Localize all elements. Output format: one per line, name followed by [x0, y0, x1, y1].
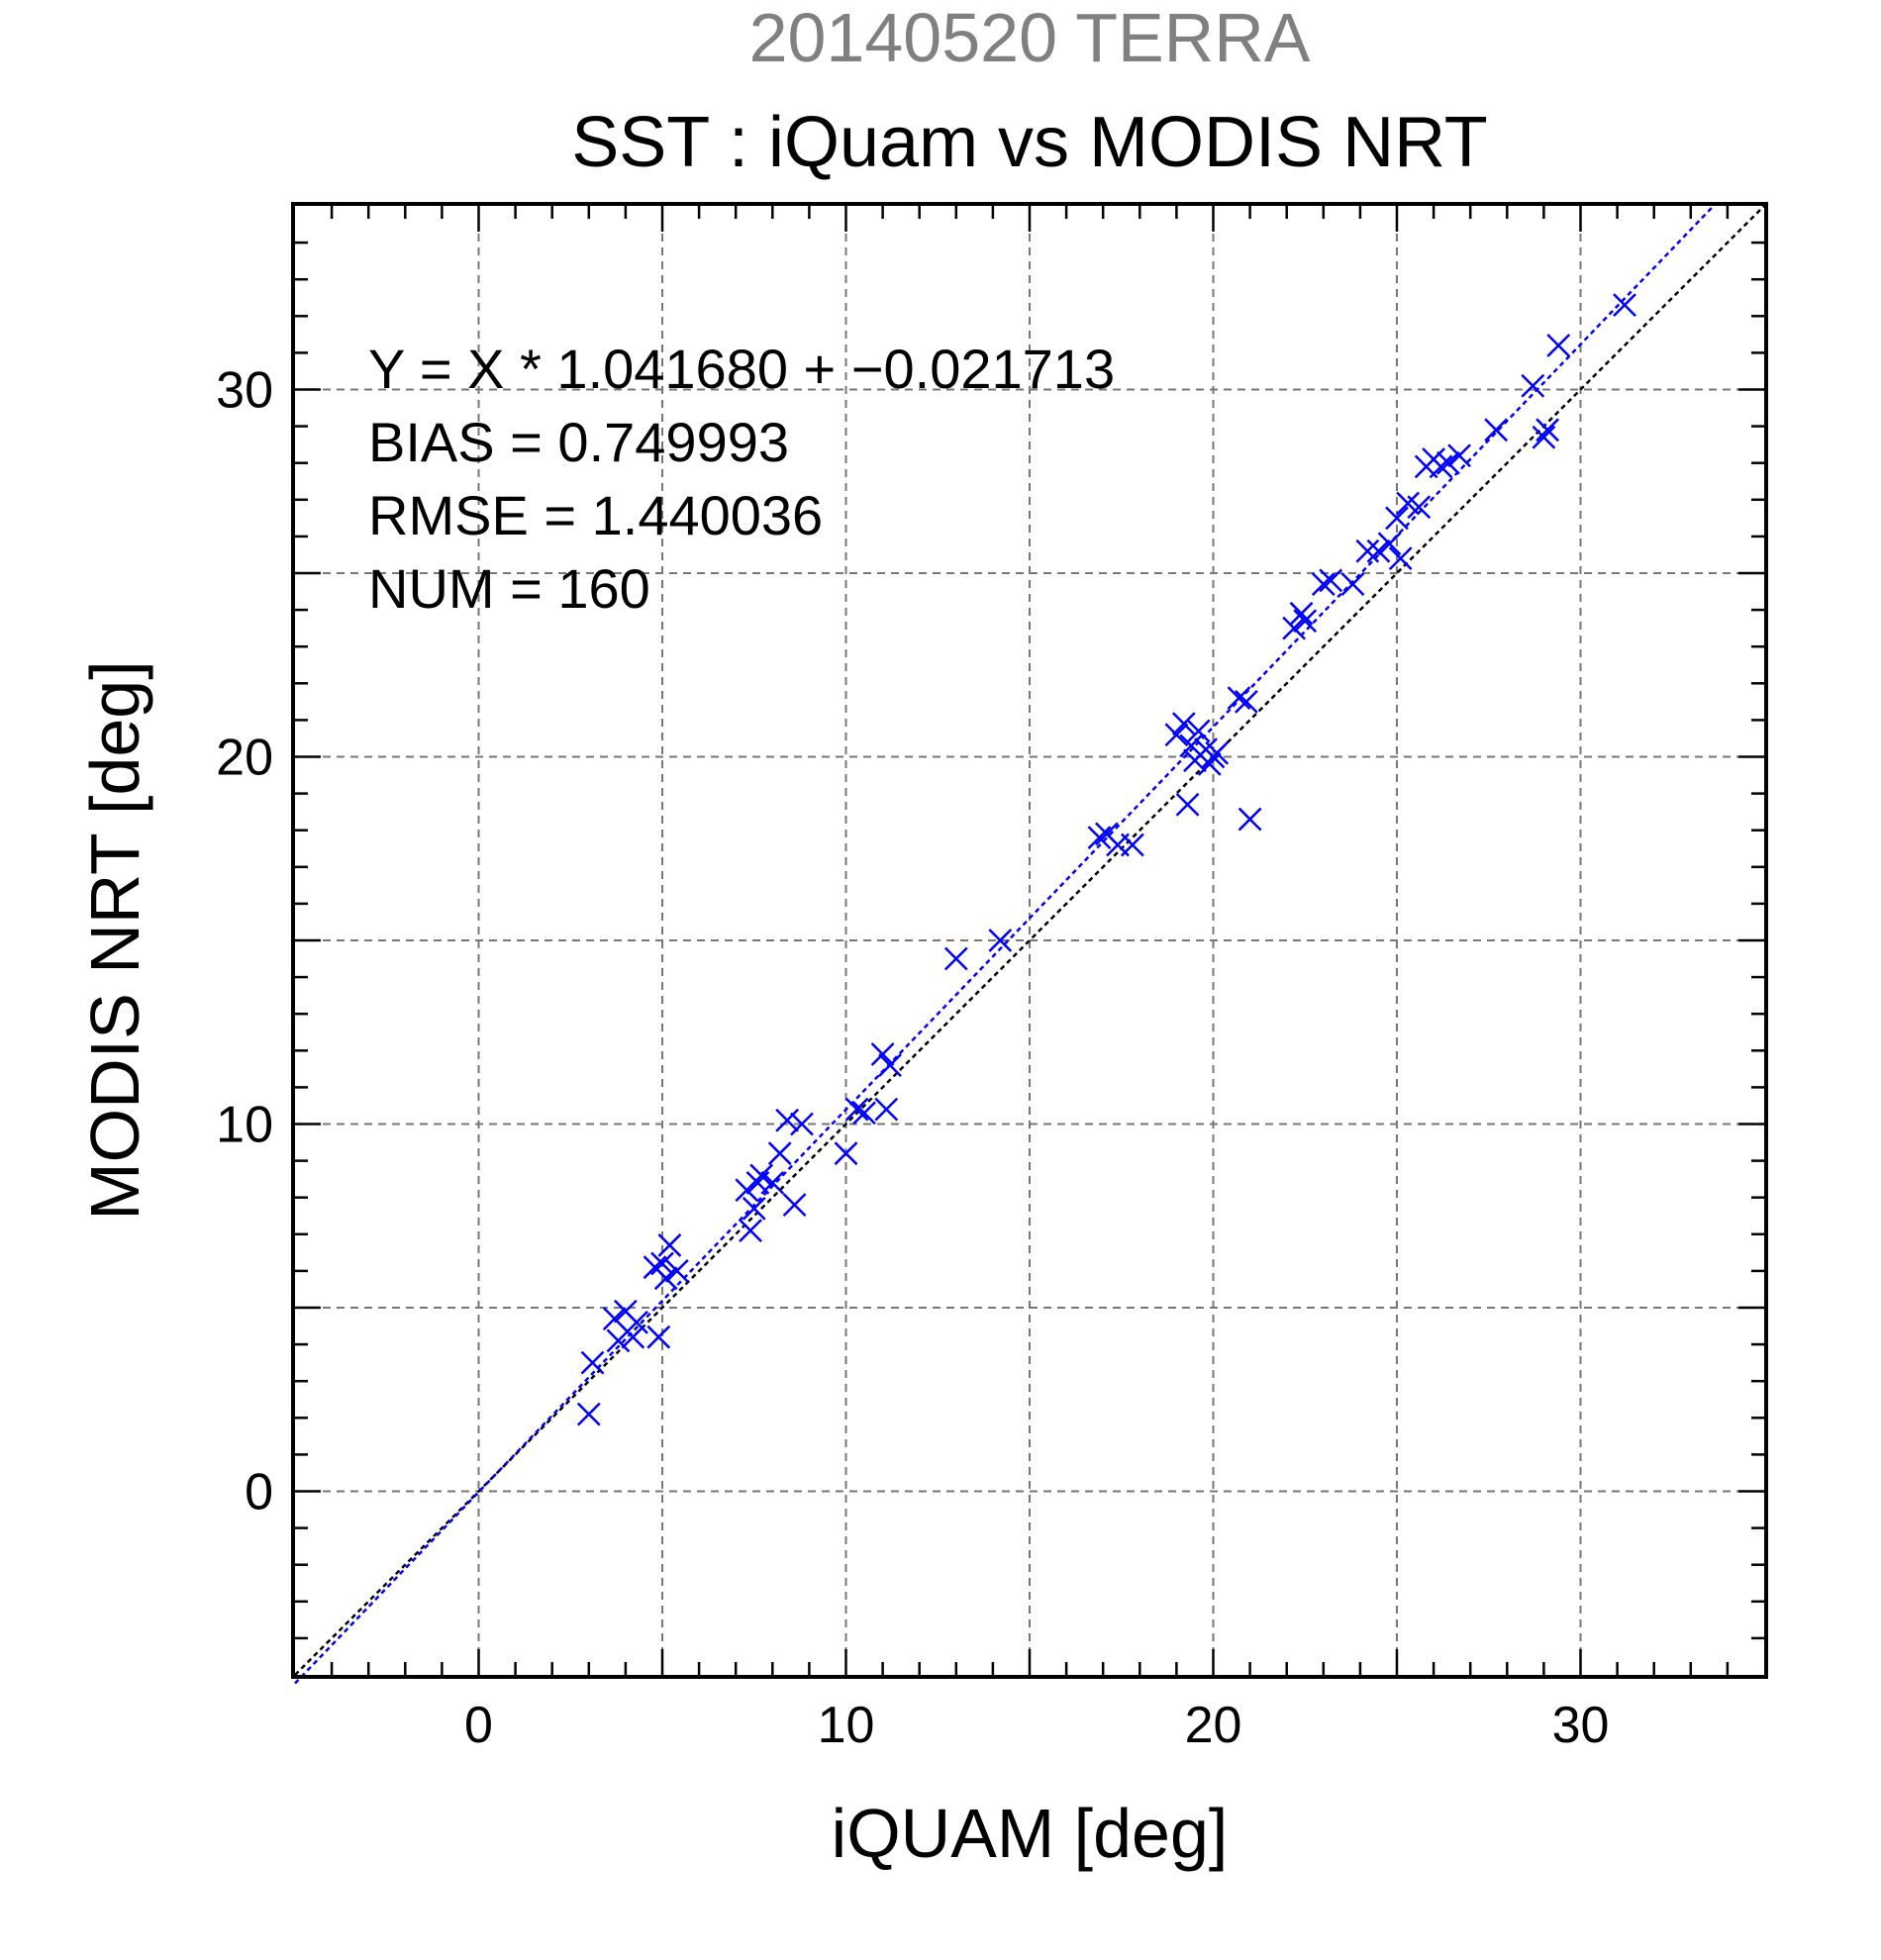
data-point [1447, 443, 1471, 468]
data-point [749, 1163, 774, 1188]
data-point [1311, 572, 1336, 597]
data-point [1319, 568, 1343, 593]
data-point [653, 1266, 678, 1291]
data-point [1087, 826, 1112, 850]
data-point [1227, 686, 1251, 711]
data-point [742, 1196, 766, 1221]
bias-value: BIAS = 0.749993 [368, 411, 789, 473]
plot-frame [291, 202, 1768, 1679]
data-point [852, 1101, 876, 1126]
data-point [1407, 495, 1432, 520]
y-tick-label: 10 [216, 1097, 273, 1154]
data-point [790, 1112, 814, 1136]
x-tick-label: 30 [1552, 1697, 1610, 1754]
data-point [1340, 572, 1365, 597]
regression-equation: Y = X * 1.041680 + −0.021713 [368, 338, 1115, 400]
data-point [1179, 734, 1204, 758]
data-point [767, 1141, 792, 1166]
data-point [1532, 425, 1556, 449]
data-point [580, 1350, 605, 1375]
num-value: NUM = 160 [368, 557, 650, 620]
y-tick-label: 0 [245, 1464, 273, 1521]
data-point [625, 1310, 648, 1334]
data-point [1171, 712, 1196, 735]
data-point [1366, 539, 1391, 563]
data-point [760, 1170, 785, 1195]
x-tick-label: 0 [464, 1697, 493, 1754]
data-point [782, 1193, 807, 1218]
data-point [621, 1324, 645, 1349]
data-point [1613, 293, 1636, 318]
y-tick-label: 20 [216, 730, 273, 787]
data-point [1484, 418, 1509, 442]
data-point [1238, 807, 1262, 832]
y-tick-label: 30 [216, 362, 273, 420]
data-point [1535, 418, 1559, 442]
data-point [606, 1328, 631, 1353]
identity-line [294, 205, 1765, 1676]
data-point [1175, 792, 1200, 817]
data-point [602, 1307, 627, 1331]
rmse-value: RMSE = 1.440036 [368, 484, 823, 546]
data-point [657, 1233, 682, 1257]
data-point [1429, 454, 1453, 479]
data-point [1235, 689, 1258, 714]
grid-lines [295, 206, 1764, 1675]
data-point [1377, 532, 1402, 556]
data-point [1521, 373, 1545, 398]
data-point [1355, 539, 1380, 563]
data-point [1293, 609, 1318, 634]
tick-marks [295, 206, 1764, 1675]
data-point [1197, 752, 1222, 776]
data-point [650, 1251, 674, 1276]
data-point [943, 946, 968, 971]
data-point [1164, 723, 1189, 747]
data-point [739, 1219, 762, 1242]
data-point [1436, 450, 1460, 475]
data-point [834, 1141, 858, 1166]
x-tick-label: 20 [1185, 1697, 1242, 1754]
data-point [646, 1324, 671, 1349]
data-point [1546, 334, 1571, 357]
chart-title: SST : iQuam vs MODIS NRT [571, 103, 1488, 182]
data-point [1289, 601, 1314, 626]
reference-lines [294, 205, 1765, 1685]
data-points [576, 293, 1636, 1426]
data-point [1186, 719, 1211, 743]
data-point [988, 929, 1013, 952]
data-point [1282, 616, 1307, 640]
tick-labels: 0 10 20 30 0 10 20 30 [216, 362, 1609, 1755]
data-point [576, 1402, 601, 1426]
x-axis-label: iQUAM [deg] [832, 1795, 1229, 1872]
data-point [844, 1097, 869, 1122]
data-point [1120, 833, 1144, 857]
data-point [870, 1042, 895, 1066]
data-point [1388, 546, 1413, 571]
y-axis-label: MODIS NRT [deg] [76, 660, 153, 1220]
data-point [878, 1053, 902, 1078]
date-label: 20140520 TERRA [749, 0, 1311, 76]
fit-line [294, 205, 1715, 1685]
stats-block: Y = X * 1.041680 + −0.021713 BIAS = 0.74… [368, 338, 1115, 620]
data-point [1205, 740, 1230, 765]
x-tick-label: 10 [818, 1697, 875, 1754]
data-point [874, 1097, 899, 1122]
data-point [1385, 506, 1409, 531]
data-point [664, 1259, 689, 1283]
data-point [775, 1108, 800, 1132]
